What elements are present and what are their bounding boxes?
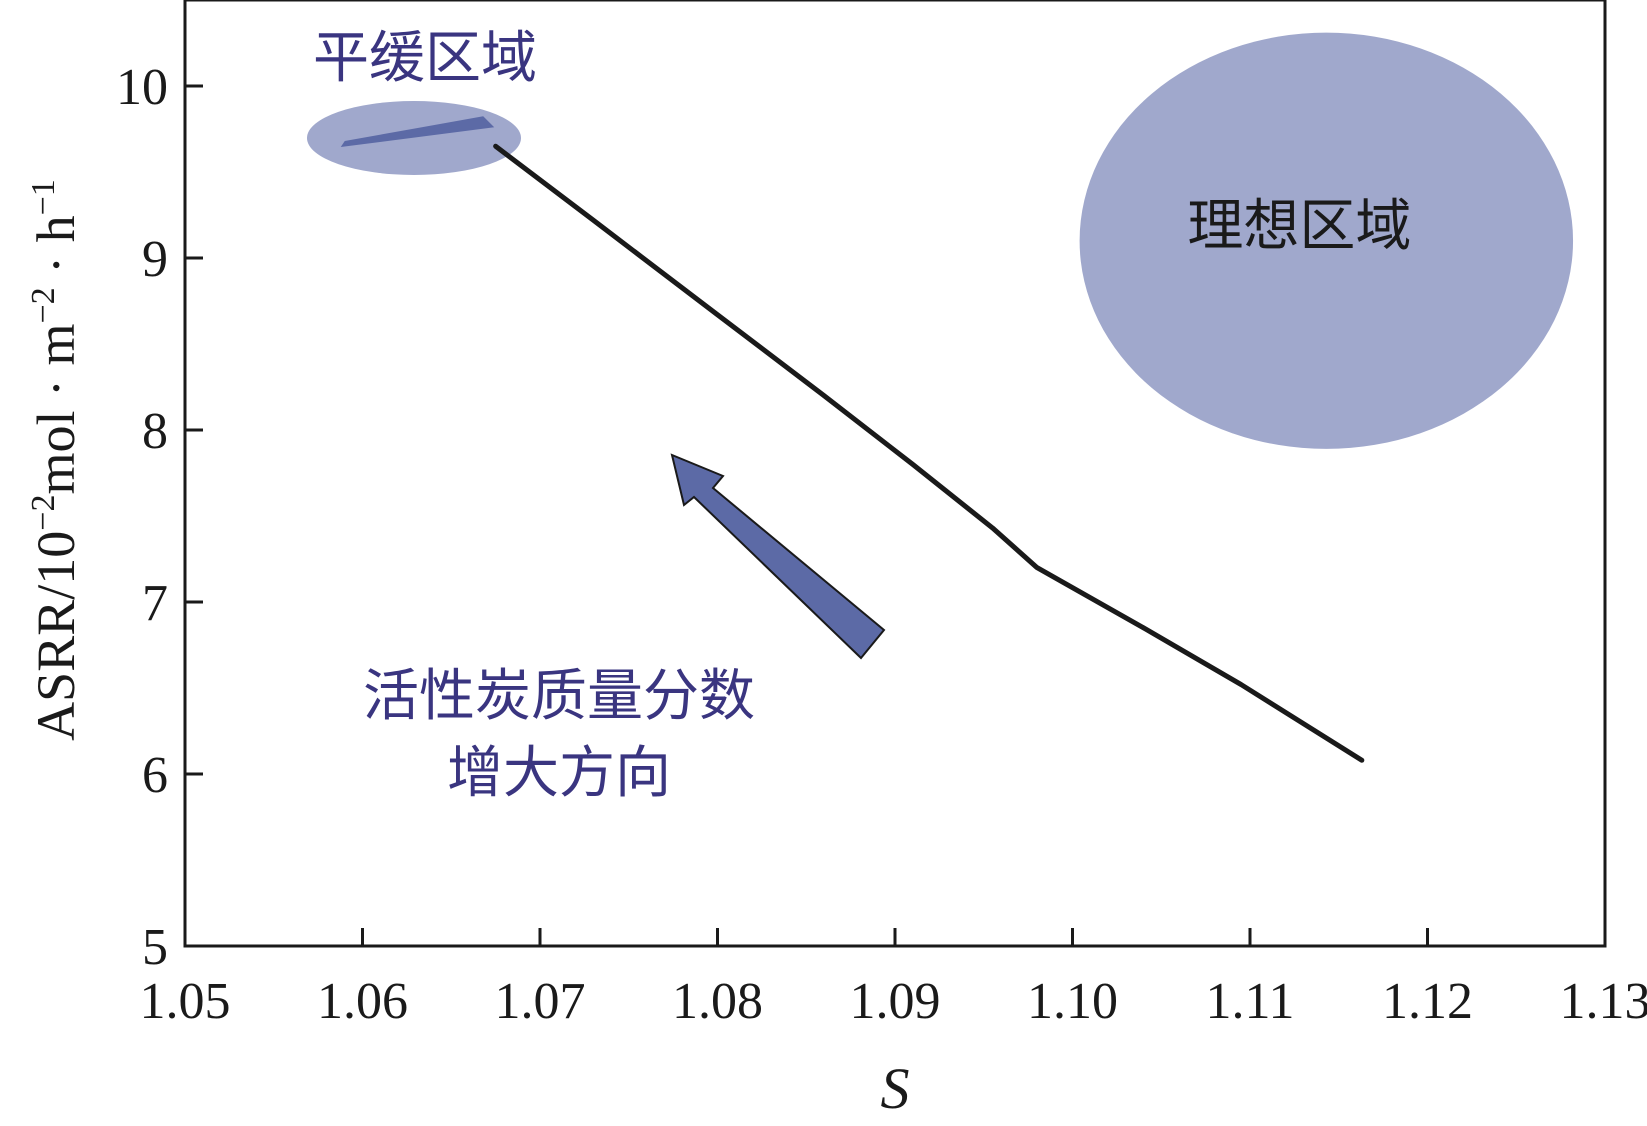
x-tick-label-5: 1.10 [1027, 973, 1118, 1030]
y-title-exp1: −2 [25, 495, 62, 531]
flat-region-ellipse [307, 101, 521, 175]
series-line-1 [493, 143, 1365, 763]
ideal-region-label: 理想区域 [1187, 194, 1411, 259]
x-tick-label-1: 1.06 [317, 973, 408, 1030]
x-tick-label-3: 1.08 [672, 973, 763, 1030]
y-tick-label-0: 5 [142, 919, 168, 976]
y-axis-title: ASRR/10−2mol · m−2 · h−1 [25, 179, 86, 741]
x-tick-label-6: 1.11 [1205, 973, 1294, 1030]
y-title-exp2: −2 [25, 287, 62, 323]
y-tick-label-3: 8 [142, 403, 168, 460]
y-title-base: ASRR/10 [26, 531, 86, 741]
y-axis: 5 6 7 8 9 10 [116, 59, 203, 976]
y-title-mid2: · h [26, 215, 86, 287]
x-tick-label-8: 1.13 [1560, 973, 1647, 1030]
y-tick-label-4: 9 [142, 231, 168, 288]
y-tick-label-5: 10 [116, 59, 168, 116]
y-tick-label-1: 6 [142, 747, 168, 804]
y-tick-label-2: 7 [142, 575, 168, 632]
direction-label-line1: 活性炭质量分数 [363, 664, 755, 729]
flat-region-label: 平缓区域 [313, 26, 537, 91]
x-tick-label-7: 1.12 [1382, 973, 1473, 1030]
x-axis: 1.05 1.06 1.07 1.08 1.09 1.10 1.11 1.12 1.13 [140, 928, 1647, 1030]
flat-region-segment [340, 116, 495, 148]
direction-label-line2: 增大方向 [447, 741, 671, 806]
y-title-mid: mol · m [26, 324, 86, 495]
ideal-region-ellipse [1079, 32, 1574, 449]
x-axis-title: S [881, 1056, 910, 1121]
x-tick-label-2: 1.07 [495, 973, 586, 1030]
y-title-exp3: −1 [25, 179, 62, 215]
x-tick-label-4: 1.09 [850, 973, 941, 1030]
series-group [493, 143, 1365, 763]
direction-arrow [670, 453, 886, 660]
x-tick-label-0: 1.05 [140, 973, 231, 1030]
